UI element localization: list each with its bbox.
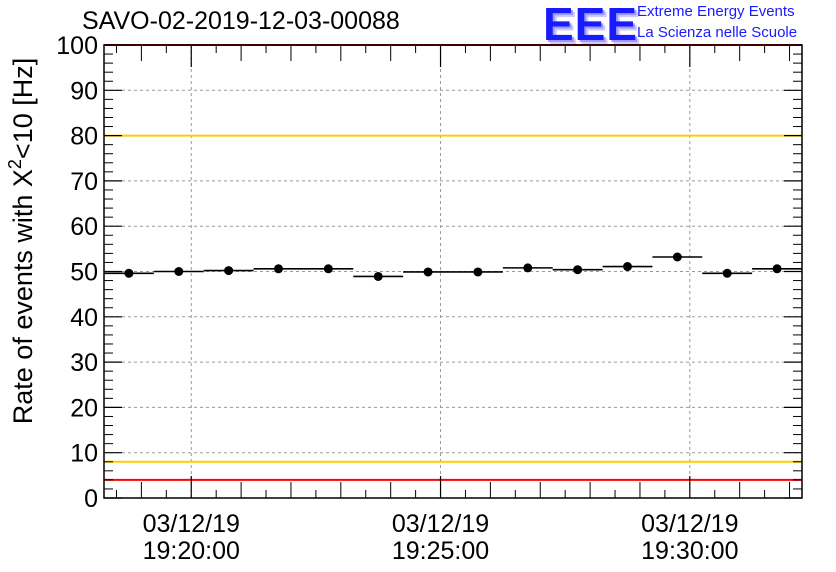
- data-point: [274, 264, 283, 274]
- data-point: [124, 268, 134, 278]
- logo-line-2: La Scienza nelle Scuole: [637, 24, 798, 41]
- data-point: [672, 252, 682, 262]
- y-tick-label: 20: [70, 394, 98, 422]
- y-tick-label: 0: [84, 485, 98, 513]
- y-tick-label: 70: [70, 168, 98, 196]
- data-point: [523, 263, 533, 273]
- y-tick-label: 10: [70, 440, 98, 468]
- reference-lines: [104, 44, 802, 481]
- x-axis: 03/12/1919:20:0003/12/1919:25:0003/12/19…: [115, 45, 791, 565]
- data-point: [722, 268, 732, 278]
- y-tick-label: 50: [70, 259, 98, 287]
- y-tick-label: 60: [70, 213, 98, 241]
- data-point: [224, 266, 234, 276]
- data-point: [772, 264, 782, 274]
- data-series: [104, 252, 802, 281]
- data-point: [323, 264, 333, 274]
- y-axis-label: Rate of events with X2<10 [Hz]: [5, 58, 38, 424]
- data-point: [573, 265, 583, 275]
- y-axis: 0 10 20 30 40 50 60 70 80 90 100: [56, 32, 802, 513]
- y-tick-label: 100: [56, 32, 98, 60]
- x-tick-date-label: 03/12/19: [143, 510, 240, 538]
- data-point: [623, 262, 632, 272]
- x-tick-time-label: 19:20:00: [143, 537, 240, 565]
- x-tick-date-label: 03/12/19: [641, 510, 738, 538]
- data-point: [473, 267, 483, 277]
- y-tick-label: 90: [70, 77, 98, 105]
- x-tick-time-label: 19:30:00: [641, 537, 738, 565]
- eee-logo: EEE: [543, 0, 639, 50]
- data-point: [174, 267, 184, 276]
- data-point: [423, 267, 433, 277]
- x-tick-time-label: 19:25:00: [392, 537, 489, 565]
- y-tick-label: 30: [70, 349, 98, 377]
- x-tick-date-label: 03/12/19: [392, 510, 489, 538]
- logo-line-1: Extreme Energy Events: [637, 3, 795, 20]
- data-point: [373, 271, 383, 281]
- chart-title: SAVO-02-2019-12-03-00088: [82, 7, 400, 35]
- y-tick-label: 80: [70, 123, 98, 151]
- y-tick-label: 40: [70, 304, 98, 332]
